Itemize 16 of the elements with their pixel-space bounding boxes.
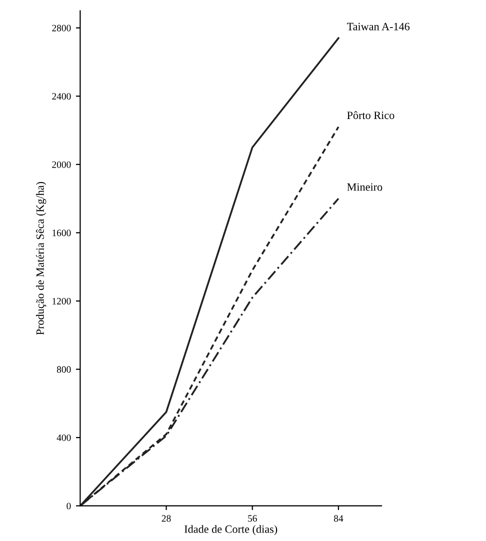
y-tick-label: 2000	[52, 161, 71, 168]
y-tick-label: 800	[56, 366, 71, 373]
y-tick-label: 0	[66, 502, 71, 510]
series-label: Mineiro	[347, 183, 382, 191]
y-axis-title: Produção de Matéria Sêca (Kg/ha)	[36, 182, 46, 335]
x-tick-label: 56	[248, 515, 257, 522]
y-tick-label: 400	[56, 434, 71, 442]
x-axis-title: Idade de Corte (dias)	[184, 525, 278, 536]
y-tick-label: 1600	[52, 230, 71, 236]
y-tick-label: 2800	[52, 24, 71, 32]
y-tick-label: 2400	[52, 93, 71, 100]
series-label: Taiwan A-146	[347, 22, 410, 30]
series-label: Pôrto Rico	[347, 111, 394, 120]
x-tick-label: 28	[162, 515, 171, 522]
x-tick-label: 84	[334, 515, 344, 522]
y-tick-label: 1200	[52, 298, 71, 304]
